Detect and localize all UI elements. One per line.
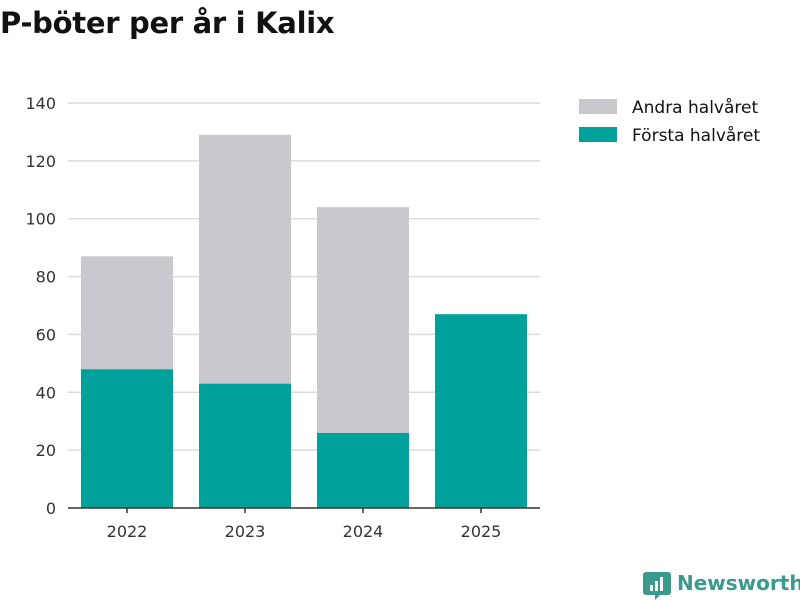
y-tick-label: 60 xyxy=(36,325,56,344)
legend-label: Första halvåret xyxy=(632,125,760,146)
y-tick-label: 80 xyxy=(36,268,56,287)
x-tick-label: 2024 xyxy=(343,522,384,541)
y-tick-label: 40 xyxy=(36,383,56,402)
legend-swatch xyxy=(579,99,617,114)
newsworthy-brand-text: Newsworthy xyxy=(677,571,800,595)
x-tick-label: 2025 xyxy=(461,522,502,541)
newsworthy-logo: Newsworthy xyxy=(643,571,800,600)
newsworthy-logo-icon xyxy=(643,572,671,600)
bar-2023-series-1 xyxy=(199,134,291,384)
axes: 0 20 40 60 80 100 120 140 2022 2023 2024 2025 xyxy=(25,94,540,541)
bars xyxy=(81,134,527,508)
bar-2024-series-0 xyxy=(317,432,409,508)
x-tick-label: 2022 xyxy=(107,522,148,541)
bar-2022-series-1 xyxy=(81,256,173,370)
y-tick-label: 140 xyxy=(25,94,56,113)
y-tick-label: 0 xyxy=(46,499,56,518)
legend-label: Andra halvåret xyxy=(632,97,758,118)
bar-2025-series-0 xyxy=(435,314,527,508)
bar-2024-series-1 xyxy=(317,207,409,433)
legend-swatch xyxy=(579,127,617,142)
legend: Andra halvåret Första halvåret xyxy=(579,97,760,146)
y-tick-label: 100 xyxy=(25,210,56,229)
x-tick-label: 2023 xyxy=(225,522,266,541)
bar-2022-series-0 xyxy=(81,369,173,508)
y-tick-label: 120 xyxy=(25,152,56,171)
bar-2023-series-0 xyxy=(199,383,291,508)
chart-title: P-böter per år i Kalix xyxy=(0,6,335,40)
y-tick-label: 20 xyxy=(36,441,56,460)
